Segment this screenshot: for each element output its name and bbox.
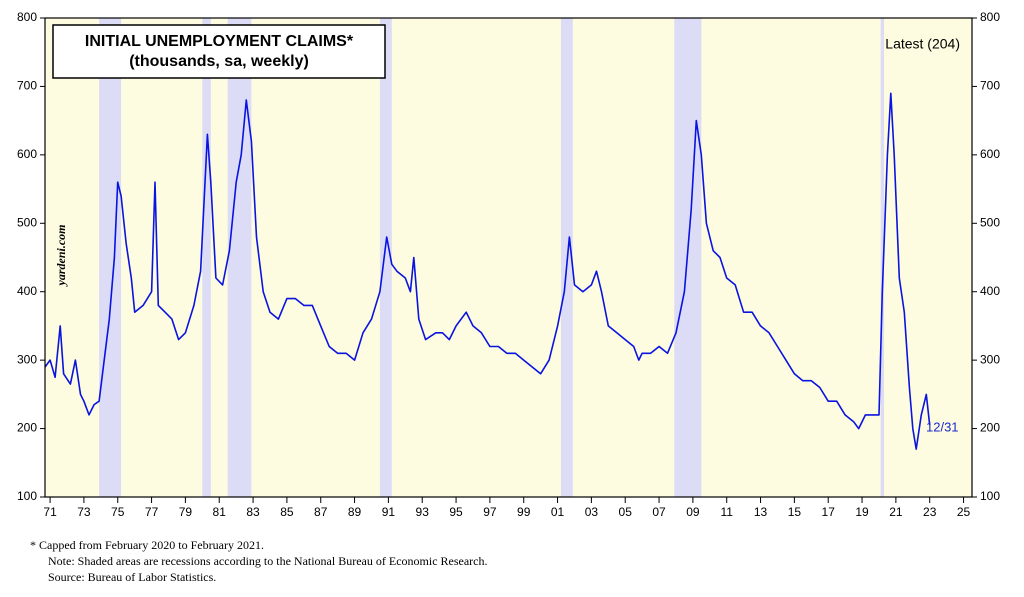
footnote: Source: Bureau of Labor Statistics.: [48, 570, 216, 584]
recession-band: [202, 18, 211, 497]
y-tick-label: 200: [17, 421, 37, 435]
latest-annotation: Latest (204): [885, 36, 960, 52]
x-tick-label: 93: [416, 505, 430, 519]
y2-tick-label: 700: [980, 79, 1000, 93]
x-tick-label: 25: [957, 505, 971, 519]
x-tick-label: 85: [280, 505, 294, 519]
recession-band: [880, 18, 885, 497]
x-tick-label: 21: [889, 505, 903, 519]
series-line: [44, 92, 931, 450]
source-mark: yardeni.com: [54, 225, 68, 288]
x-tick-label: 03: [585, 505, 599, 519]
x-tick-label: 23: [923, 505, 937, 519]
x-tick-label: 19: [855, 505, 869, 519]
plot-area: 100 100 200 200 300 300 400 400 500 500 600 600 700 7…: [17, 10, 1000, 519]
x-tick-label: 83: [246, 505, 260, 519]
x-tick-label: 87: [314, 505, 328, 519]
chart-subtitle: (thousands, sa, weekly): [129, 53, 309, 70]
x-tick-label: 79: [179, 505, 193, 519]
y2-tick-label: 200: [980, 421, 1000, 435]
x-tick-label: 81: [213, 505, 227, 519]
plot-background: [45, 18, 972, 497]
x-tick-label: 71: [43, 505, 57, 519]
y-tick-label: 100: [17, 489, 37, 503]
y-tick-label: 400: [17, 284, 37, 298]
footnote: * Capped from February 2020 to February …: [30, 538, 264, 552]
y-tick-label: 300: [17, 352, 37, 366]
y2-tick-label: 800: [980, 10, 1000, 24]
y2-tick-label: 300: [980, 352, 1000, 366]
y2-tick-label: 100: [980, 489, 1000, 503]
x-tick-label: 89: [348, 505, 362, 519]
x-tick-label: 13: [754, 505, 768, 519]
plot-frame: [44, 17, 973, 498]
y-tick-label: 500: [17, 215, 37, 229]
x-tick-label: 99: [517, 505, 531, 519]
x-tick-label: 05: [619, 505, 633, 519]
x-tick-label: 17: [822, 505, 836, 519]
chart-title: INITIAL UNEMPLOYMENT CLAIMS*: [85, 33, 354, 50]
y-tick-label: 800: [17, 10, 37, 24]
y2-tick-label: 400: [980, 284, 1000, 298]
y2-tick-label: 600: [980, 147, 1000, 161]
x-tick-label: 91: [382, 505, 396, 519]
x-tick-label: 15: [788, 505, 802, 519]
x-tick-label: 09: [686, 505, 700, 519]
date-annotation: 12/31: [926, 419, 959, 434]
footnote: Note: Shaded areas are recessions accord…: [48, 554, 488, 568]
x-tick-label: 11: [720, 505, 733, 519]
x-tick-label: 01: [551, 505, 565, 519]
x-tick-label: 73: [77, 505, 91, 519]
title-box: [52, 24, 386, 79]
recession-band: [227, 18, 252, 497]
x-tick-label: 97: [483, 505, 497, 519]
y-tick-label: 600: [17, 147, 37, 161]
x-tick-label: 07: [652, 505, 666, 519]
x-tick-label: 77: [145, 505, 159, 519]
recession-band: [99, 18, 122, 497]
recession-band: [379, 18, 392, 497]
x-tick-label: 75: [111, 505, 125, 519]
x-tick-label: 95: [449, 505, 463, 519]
y2-tick-label: 500: [980, 215, 1000, 229]
y-tick-label: 700: [17, 79, 37, 93]
